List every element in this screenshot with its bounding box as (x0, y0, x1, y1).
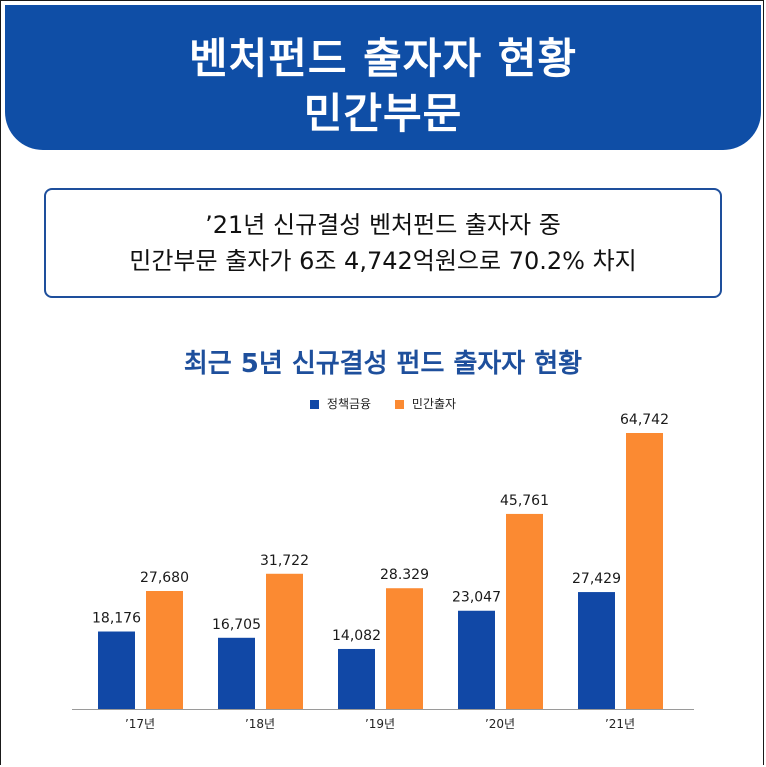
data-label-policy-1: 16,705 (212, 617, 261, 633)
data-label-private-4: 64,742 (620, 412, 669, 428)
x-tick-label-4: ’21년 (605, 717, 635, 731)
legend-label-policy: 정책금융 (326, 397, 372, 411)
chart-title: 최근 5년 신규결성 펀드 출자자 현황 (183, 349, 583, 379)
data-label-private-1: 31,722 (260, 553, 309, 569)
bar-policy-2 (338, 648, 375, 709)
data-label-policy-3: 23,047 (452, 590, 501, 606)
x-tick-label-1: ’18년 (245, 717, 275, 731)
legend-label-private: 민간출자 (411, 397, 457, 411)
page-title: 벤처펀드 출자자 현황 (188, 34, 577, 83)
bar-private-3 (506, 513, 543, 709)
bar-policy-1 (218, 637, 255, 709)
bar-policy-0 (98, 631, 135, 709)
legend-item-private: 민간출자 (394, 395, 457, 412)
bar-policy-4 (578, 592, 615, 709)
bar-policy-3 (458, 610, 495, 709)
summary-line-2: 민간부문 출자가 6조 4,742억원으로 70.2% 차지 (129, 247, 637, 275)
bar-private-4 (626, 433, 663, 709)
x-tick-label-2: ’19년 (365, 717, 395, 731)
legend-item-policy: 정책금융 (309, 395, 372, 412)
legend-swatch-private (394, 400, 404, 409)
data-label-private-2: 28.329 (380, 567, 429, 583)
page-subtitle: 민간부문 (303, 89, 463, 138)
chart-legend: 정책금융 민간출자 (0, 395, 766, 412)
summary-line-1: ’21년 신규결성 벤처펀드 출자자 중 (205, 211, 561, 239)
data-label-policy-2: 14,082 (332, 628, 381, 644)
bar-private-1 (266, 573, 303, 709)
x-tick-label-0: ’17년 (125, 717, 155, 731)
bar-private-2 (386, 588, 423, 709)
header-banner: 벤처펀드 출자자 현황 민간부문 (5, 5, 761, 150)
data-label-private-0: 27,680 (140, 570, 189, 586)
legend-swatch-policy (309, 400, 319, 409)
data-label-private-3: 45,761 (500, 493, 549, 509)
data-label-policy-4: 27,429 (572, 571, 621, 587)
summary-box: ’21년 신규결성 벤처펀드 출자자 중 민간부문 출자가 6조 4,742억원… (44, 188, 722, 298)
x-tick-label-3: ’20년 (485, 717, 515, 731)
bar-private-0 (146, 590, 183, 709)
data-label-policy-0: 18,176 (92, 611, 141, 627)
